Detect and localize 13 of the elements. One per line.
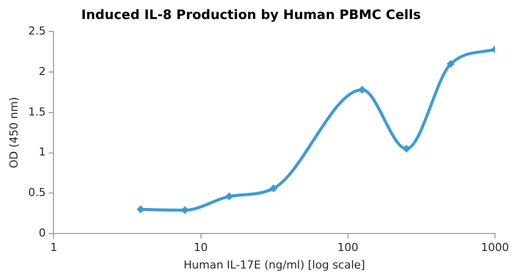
x-tick-label: 1000 xyxy=(481,241,510,254)
x-tick-label: 10 xyxy=(194,241,208,254)
y-tick-label: 1 xyxy=(38,146,46,159)
x-tick-label: 1 xyxy=(50,241,58,254)
y-tick-label: 0.5 xyxy=(28,186,46,200)
y-tick-label: 2 xyxy=(38,64,46,78)
y-tick-label: 0 xyxy=(38,226,46,240)
chart-title: Induced IL-8 Production by Human PBMC Cells xyxy=(81,8,422,24)
y-tick-label: 2.5 xyxy=(28,24,46,38)
x-tick-label: 100 xyxy=(337,241,358,254)
y-axis-title: OD (450 nm) xyxy=(7,96,20,168)
y-tick-label: 1.5 xyxy=(28,105,46,118)
x-axis-title: Human IL-17E (ng/ml) [log scale] xyxy=(184,258,366,272)
